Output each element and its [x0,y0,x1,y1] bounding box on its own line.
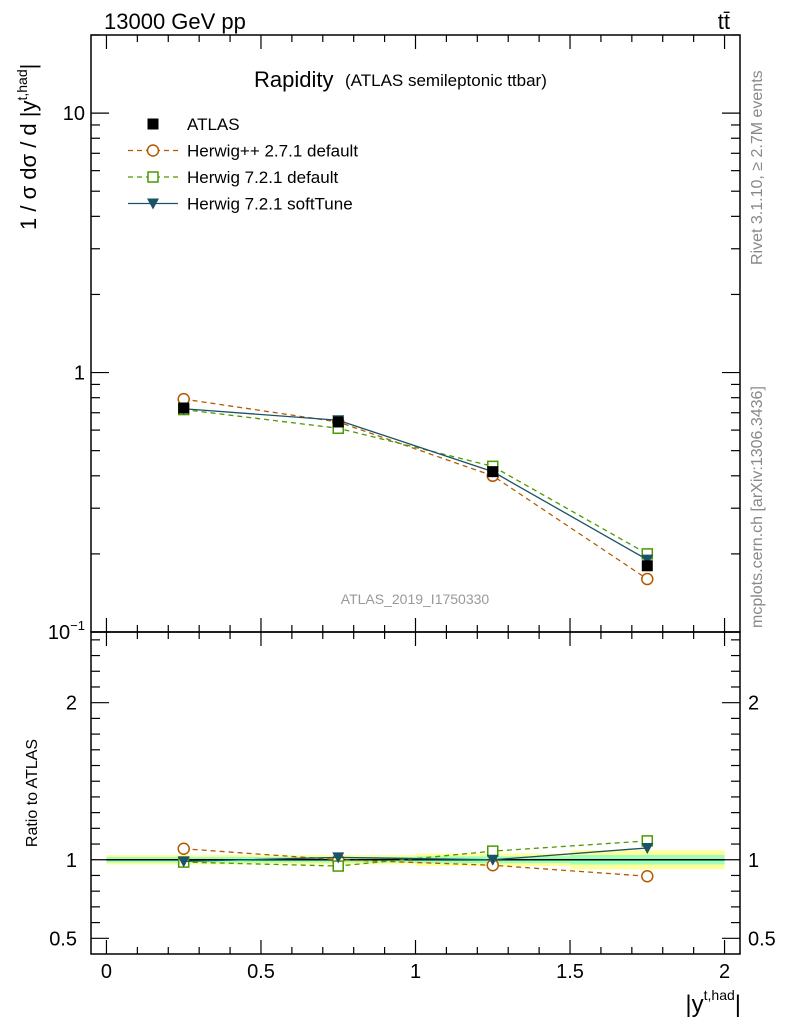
chart-subtitle: (ATLAS semileptonic ttbar) [345,71,547,90]
legend-label: Herwig 7.2.1 softTune [187,195,353,214]
ratio-series-herwig-7-2-1-softtune [177,842,654,868]
legend-item: Herwig 7.2.1 default [128,168,338,187]
ratio-y-tick-label-right: 0.5 [748,928,776,950]
y-tick-label: 10−1 [48,618,85,644]
legend-item: Herwig 7.2.1 softTune [128,195,353,214]
data-point [641,572,654,586]
legend: ATLAS Herwig++ 2.7.1 default Herwig 7.2.1 … [128,115,358,214]
x-tick-label: 1 [410,961,421,983]
ratio-y-tick-label-right: 1 [748,850,759,872]
data-point [641,554,654,566]
mcplots-label: mcplots.cern.ch [arXiv:1306.3436] [749,386,766,628]
series-herwig-7-2-1-softtune [177,403,654,566]
chart-title: Rapidity [254,67,333,92]
ratio-data-point [486,854,499,866]
process-label: tt̄ [718,9,730,34]
ratio-data-point [487,845,499,857]
ratio-panel: 0.5 0.5 1 1 2 2 0 0.5 1 1.5 2 Ratio to ATLAS |yt,… [24,631,776,1018]
data-point [332,416,344,428]
legend-label: ATLAS [187,115,240,134]
legend-label: Herwig++ 2.7.1 default [187,142,358,161]
series-line [183,408,648,555]
x-tick-label: 0.5 [247,961,275,983]
ratio-data-point [177,856,190,868]
legend-marker [147,171,159,183]
ratio-plot-frame [90,631,741,955]
analysis-watermark: ATLAS_2019_I1750330 [341,591,490,607]
y-axis-label: 1 / σ dσ / d |yt,had| [14,64,41,230]
ratio-data-point [332,852,345,864]
ratio-y-tick-label: 0.5 [49,928,77,950]
series-line [183,408,648,561]
y-tick-label: 1 [74,363,85,385]
ratio-series-line [183,840,648,867]
ratio-series-line [183,847,648,862]
energy-label: 13000 GeV pp [104,9,246,34]
legend-item: Herwig++ 2.7.1 default [128,142,358,161]
legend-marker [147,118,159,130]
legend-item: ATLAS [147,115,240,134]
ratio-data-point [641,842,654,854]
series-line [183,398,648,580]
x-tick-label: 0 [101,961,112,983]
main-panel: 10−1 1 10 Rapidity (ATLAS semileptonic ttb… [14,34,741,644]
ratio-y-axis-label: Ratio to ATLAS [24,739,41,847]
ratio-y-tick-label-right: 2 [748,693,759,715]
ratio-y-tick-label: 2 [66,693,77,715]
x-tick-label: 2 [719,961,730,983]
series-atlas [178,402,653,572]
data-point [641,560,653,572]
series-herwig-7-2-1-default [177,403,654,560]
x-axis-label: |yt,had| [685,987,741,1018]
legend-marker [146,144,160,157]
data-point [487,466,499,478]
legend-marker [147,198,159,210]
ratio-y-tick-label: 1 [66,850,77,872]
rivet-version-label: Rivet 3.1.10, ≥ 2.7M events [749,70,766,265]
y-tick-label: 10 [63,103,85,125]
ratio-data-point [177,842,190,856]
ratio-data-point [641,869,654,883]
series-herwig-2-7-1-default [177,392,654,586]
data-point [178,402,190,414]
legend-label: Herwig 7.2.1 default [187,168,338,187]
x-tick-label: 1.5 [556,961,584,983]
